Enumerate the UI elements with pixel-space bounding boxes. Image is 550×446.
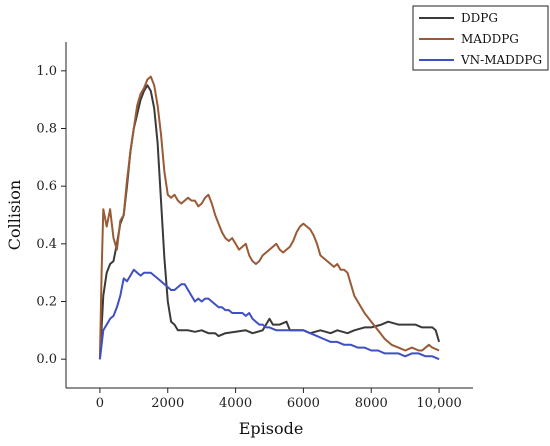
x-tick-label: 2000 <box>151 396 184 411</box>
legend-label-maddpg: MADDPG <box>461 32 519 46</box>
x-tick-label: 8000 <box>355 396 388 411</box>
y-tick-label: 0.4 <box>36 237 57 252</box>
series-line-vn-maddpg <box>98 268 440 361</box>
legend-items: DDPG MADDPG VN-MADDPG <box>419 11 542 67</box>
x-axis-label: Episode <box>239 419 304 438</box>
y-tick-label: 0.2 <box>36 295 57 310</box>
legend: DDPG MADDPG VN-MADDPG <box>412 5 549 71</box>
series-line-ddpg <box>98 84 441 360</box>
y-ticks: 0.0 0.2 0.4 0.6 0.8 1.0 <box>36 64 66 367</box>
legend-label-vn-maddpg: VN-MADDPG <box>460 53 542 67</box>
series-line-maddpg <box>98 75 440 360</box>
y-tick-label: 0.6 <box>36 179 57 194</box>
x-tick-label: 6000 <box>287 396 320 411</box>
x-tick-label: 4000 <box>219 396 252 411</box>
x-ticks: 0 2000 4000 6000 8000 10,000 <box>96 388 462 411</box>
series-lines <box>98 75 441 361</box>
x-tick-label: 0 <box>96 396 104 411</box>
y-tick-label: 1.0 <box>36 64 57 79</box>
x-tick-label: 10,000 <box>416 396 462 411</box>
plot-area: 0 2000 4000 6000 8000 10,000 0.0 0.2 0.4 0.6 0.8 1… <box>36 42 473 411</box>
y-axis-label: Collision <box>5 180 24 251</box>
y-tick-label: 0.0 <box>36 352 57 367</box>
legend-label-ddpg: DDPG <box>461 11 498 25</box>
y-tick-label: 0.8 <box>36 122 57 137</box>
